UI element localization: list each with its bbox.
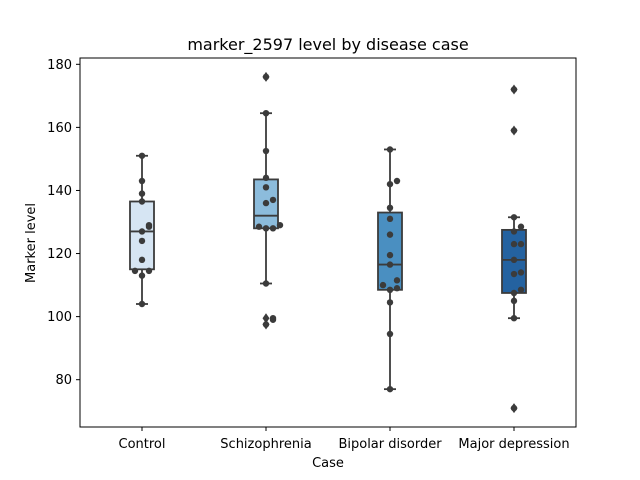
outlier-marker xyxy=(262,313,270,324)
data-point xyxy=(138,237,146,245)
data-point xyxy=(262,321,270,328)
x-tick-label: Bipolar disorder xyxy=(338,437,442,452)
data-point xyxy=(269,225,277,232)
box-group-1 xyxy=(253,71,284,330)
data-point xyxy=(138,272,146,279)
data-point xyxy=(386,251,394,259)
data-point xyxy=(255,223,263,230)
x-axis-title: Case xyxy=(312,456,344,471)
plot-frame xyxy=(79,57,577,428)
box-group-2 xyxy=(377,146,403,393)
x-tick-label: Control xyxy=(119,437,166,452)
y-tick-label: 180 xyxy=(47,58,72,73)
data-point xyxy=(138,256,146,264)
x-axis: Control Schizophrenia Bipolar disorder Majo… xyxy=(119,427,570,452)
data-point xyxy=(138,190,146,197)
data-point xyxy=(386,385,394,393)
data-point xyxy=(262,280,270,287)
data-point xyxy=(510,314,518,322)
data-point xyxy=(510,127,518,134)
data-point xyxy=(510,270,518,278)
data-point xyxy=(386,330,394,338)
data-point xyxy=(393,177,401,185)
data-point xyxy=(517,286,525,294)
data-point xyxy=(262,73,270,81)
data-point xyxy=(138,228,146,235)
box-group-3 xyxy=(501,84,527,414)
data-point xyxy=(269,314,277,322)
y-axis: 80 100 120 140 160 180 xyxy=(47,58,80,388)
data-point xyxy=(386,261,394,268)
data-point xyxy=(386,204,394,212)
y-tick-label: 100 xyxy=(47,310,72,325)
data-point xyxy=(379,281,387,289)
data-point xyxy=(138,177,146,185)
x-tick-label: Schizophrenia xyxy=(220,437,311,452)
iqr-box xyxy=(377,211,403,291)
data-point xyxy=(386,215,394,223)
y-tick-label: 80 xyxy=(55,373,72,388)
data-point xyxy=(131,267,139,275)
data-point xyxy=(386,231,394,238)
chart-title: marker_2597 level by disease case xyxy=(187,35,468,55)
data-point xyxy=(517,269,525,276)
data-point xyxy=(262,184,270,191)
data-point xyxy=(262,199,270,207)
data-point xyxy=(510,214,518,221)
data-point xyxy=(262,147,270,155)
data-point xyxy=(510,297,518,305)
y-tick-label: 120 xyxy=(47,247,72,262)
data-point xyxy=(262,225,270,232)
data-point xyxy=(510,86,518,93)
data-point xyxy=(386,146,394,153)
data-point xyxy=(276,221,284,229)
data-point xyxy=(262,109,270,117)
data-point xyxy=(138,300,146,308)
data-point xyxy=(262,174,270,182)
data-point xyxy=(138,152,146,159)
plot-area xyxy=(129,71,527,414)
data-point xyxy=(510,289,518,297)
y-tick-label: 140 xyxy=(47,184,72,199)
data-point xyxy=(393,285,401,292)
data-point xyxy=(393,277,401,284)
data-point xyxy=(517,240,525,248)
data-point xyxy=(386,286,394,294)
data-point xyxy=(510,256,518,264)
data-point xyxy=(386,180,394,188)
data-point xyxy=(510,404,518,412)
data-point xyxy=(510,228,518,235)
y-axis-title: Marker level xyxy=(24,203,39,283)
x-tick-label: Major depression xyxy=(458,437,569,452)
y-tick-label: 160 xyxy=(47,121,72,136)
data-point xyxy=(145,267,153,275)
data-point xyxy=(517,223,525,230)
data-point xyxy=(138,198,146,205)
data-point xyxy=(386,299,394,306)
data-point xyxy=(269,196,277,204)
data-point xyxy=(510,240,518,248)
box-group-0 xyxy=(129,152,155,308)
data-point xyxy=(145,221,153,229)
